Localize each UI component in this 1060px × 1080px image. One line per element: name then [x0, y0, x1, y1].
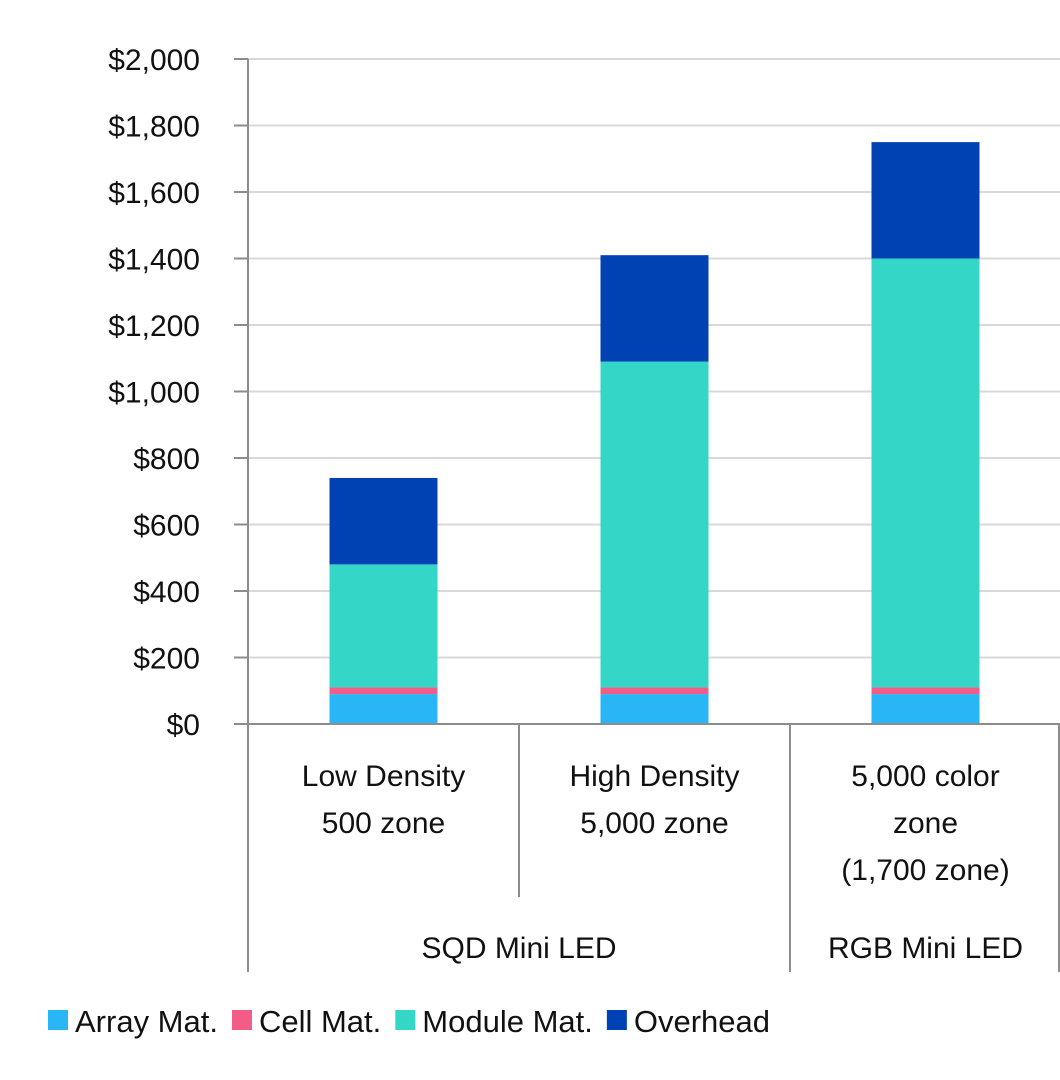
x-group-label: SQD Mini LED	[421, 932, 616, 965]
legend-swatch	[48, 1010, 68, 1030]
x-category-label: zone	[893, 807, 958, 840]
legend-swatch	[606, 1010, 627, 1030]
legend-swatch	[231, 1010, 252, 1030]
x-category-label: 5,000 color	[851, 760, 999, 793]
legend: Array Mat. Cell Mat. Module Mat. Overhead	[48, 1004, 770, 1039]
axes	[234, 58, 1060, 972]
bar-segment-module-mat	[871, 258, 980, 688]
y-tick-label: $600	[133, 510, 200, 543]
x-category-label: 500 zone	[322, 807, 445, 840]
x-category-label: (1,700 zone)	[841, 854, 1009, 887]
bar-segment-cell-mat	[600, 687, 709, 695]
legend-label: Module Mat.	[422, 1004, 593, 1039]
legend-swatch	[395, 1010, 416, 1030]
bar-segment-array-mat	[329, 694, 438, 724]
y-tick-label: $2,000	[108, 44, 200, 77]
bar-segment-cell-mat	[329, 687, 438, 695]
x-category-labels: Low Density 500 zone High Density 5,000 zon…	[302, 760, 1023, 965]
legend-label: Array Mat.	[75, 1004, 218, 1039]
x-category-label: 5,000 zone	[580, 807, 728, 840]
x-category-label: High Density	[569, 760, 739, 793]
bar-segment-overhead	[329, 477, 438, 565]
y-tick-label: $1,400	[108, 244, 200, 277]
y-tick-label: $1,600	[108, 177, 200, 210]
legend-label: Overhead	[634, 1004, 770, 1039]
y-tick-label: $1,800	[108, 111, 200, 144]
y-tick-label: $0	[167, 709, 200, 742]
x-category-label: Low Density	[302, 760, 465, 793]
bar-segment-array-mat	[600, 694, 709, 724]
bar-segment-array-mat	[871, 694, 980, 724]
y-tick-labels: $0 $200 $400 $600 $800 $1,000 $1,200 $1,400 $1,6…	[108, 44, 200, 742]
bar-segment-module-mat	[329, 564, 438, 688]
bars	[329, 142, 980, 724]
bar-segment-overhead	[871, 142, 980, 259]
y-tick-label: $400	[133, 576, 200, 609]
y-tick-label: $1,000	[108, 377, 200, 410]
y-tick-label: $1,200	[108, 310, 200, 343]
legend-label: Cell Mat.	[259, 1004, 381, 1039]
y-tick-label: $200	[133, 643, 200, 676]
x-group-label: RGB Mini LED	[828, 932, 1023, 965]
bar-segment-overhead	[600, 255, 709, 362]
bar-segment-cell-mat	[871, 687, 980, 695]
y-tick-label: $800	[133, 443, 200, 476]
bar-segment-module-mat	[600, 361, 709, 688]
